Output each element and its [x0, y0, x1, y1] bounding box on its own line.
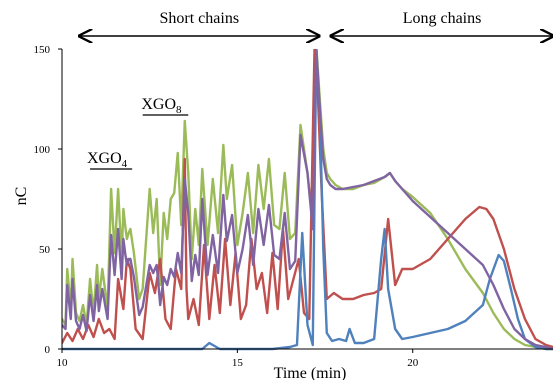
annotation-subscript: 4	[122, 158, 128, 170]
y-axis-title: nC	[13, 187, 30, 206]
series-line-1	[62, 49, 553, 351]
region-indicators: Short chains Long chains	[80, 10, 553, 43]
y-tick-label: 50	[39, 244, 51, 256]
series-layer	[62, 49, 553, 351]
annotation-label: XGO4	[87, 150, 128, 170]
y-tick-label: 150	[34, 44, 51, 56]
y-axis-ticks: 0 50 100 150	[34, 44, 62, 356]
series-line-2	[62, 49, 553, 349]
x-tick-label: 10	[57, 357, 69, 369]
x-axis-ticks: 10 15 20	[57, 349, 419, 369]
region-label: Short chains	[160, 10, 240, 27]
series-line-3	[62, 49, 553, 351]
y-tick-label: 100	[34, 144, 51, 156]
x-tick-label: 15	[232, 357, 244, 369]
annotation-main: XGO	[87, 150, 122, 167]
y-tick-label: 0	[45, 344, 51, 356]
series-line-4	[62, 49, 553, 351]
region-label: Long chains	[403, 10, 482, 27]
x-axis-title: Time (min)	[274, 365, 347, 380]
annotation-subscript: 8	[176, 104, 182, 116]
annotation-label: XGO8	[141, 96, 182, 116]
x-tick-label: 20	[407, 357, 419, 369]
annotation-main: XGO	[141, 96, 176, 113]
